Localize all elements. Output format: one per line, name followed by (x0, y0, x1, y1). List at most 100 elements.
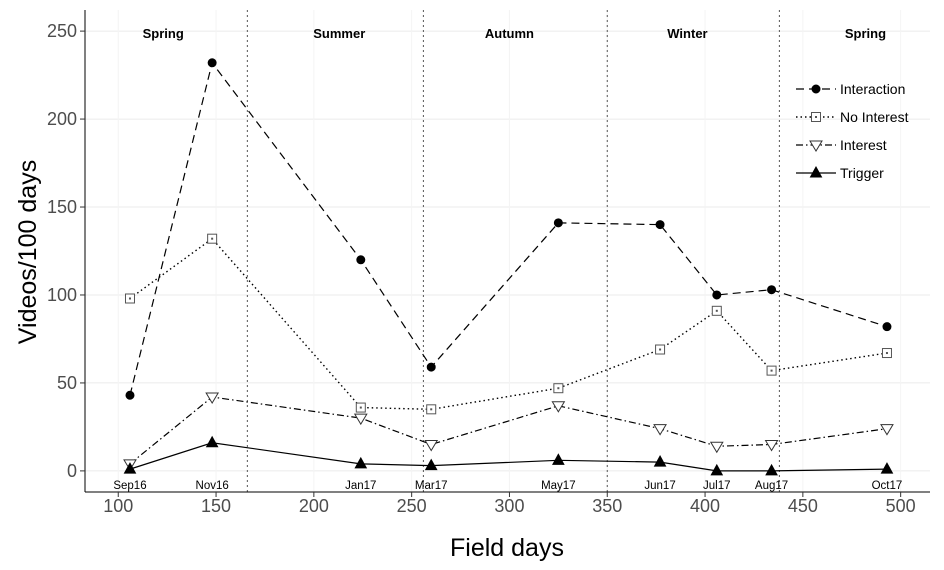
season-boundaries (246, 10, 780, 492)
square-center-dot (557, 387, 560, 390)
season-label: Spring (845, 26, 886, 41)
x-tick-label: 250 (397, 496, 427, 516)
data-point-interest (709, 441, 724, 454)
point-label: Jul17 (703, 480, 731, 492)
x-tick-label: 150 (201, 496, 231, 516)
data-point-interaction (426, 362, 436, 372)
point-label: Aug17 (755, 480, 788, 492)
data-point-interest (653, 424, 667, 436)
series-no-interest (124, 233, 892, 415)
data-point-trigger (552, 453, 565, 465)
data-point-interaction (655, 220, 665, 230)
square-center-dot (430, 408, 433, 411)
y-axis-title: Videos/100 days (14, 160, 42, 344)
point-label: Nov16 (196, 480, 229, 492)
data-point-trigger (880, 462, 894, 474)
series-line-interest (129, 396, 888, 465)
series-line-interaction (129, 61, 888, 396)
data-point-no-interest (355, 402, 366, 413)
square-center-dot (715, 309, 718, 312)
data-point-interest (764, 440, 779, 452)
data-point-no-interest (881, 348, 892, 359)
data-point-interaction (356, 255, 366, 265)
legend-item-interest: Interest (796, 137, 887, 153)
season-label: Autumn (485, 26, 534, 41)
square-center-dot (359, 406, 362, 409)
x-tick-label: 500 (886, 496, 916, 516)
data-point-interest (424, 440, 439, 452)
y-tick-label: 50 (57, 373, 77, 393)
legend: Interaction No Interest Interest Trigger (796, 81, 909, 181)
data-point-trigger (424, 458, 438, 471)
x-tick-label: 400 (690, 496, 720, 516)
point-label: Jun17 (644, 480, 675, 492)
y-tick-label: 200 (47, 109, 77, 129)
x-tick-label: 100 (103, 496, 133, 516)
data-point-interest (205, 392, 220, 404)
x-tick-label: 450 (788, 496, 818, 516)
data-point-no-interest (426, 404, 437, 415)
series-trigger (123, 435, 894, 476)
axes (84, 10, 930, 493)
x-tick-label: 200 (299, 496, 329, 516)
data-point-no-interest (553, 383, 564, 394)
point-label: May17 (541, 480, 576, 492)
series-interaction (125, 58, 892, 400)
legend-label-no-interest: No Interest (840, 109, 909, 125)
data-point-trigger (765, 463, 778, 476)
data-point-no-interest (655, 344, 666, 355)
data-point-interest (353, 413, 368, 426)
square-center-dot (770, 369, 773, 372)
data-point-interest (880, 424, 894, 436)
y-tick-label: 100 (47, 285, 77, 305)
legend-item-no-interest: No Interest (796, 109, 909, 125)
point-label: Mar17 (415, 480, 448, 492)
data-point-interaction (207, 58, 217, 68)
point-label: Jan17 (345, 480, 376, 492)
y-tick-label: 0 (67, 461, 77, 481)
legend-marker-interest (809, 140, 823, 152)
legend-marker-no-interest (811, 112, 821, 122)
season-labels: Spring Summer Autumn Winter Spring (143, 26, 886, 41)
data-point-trigger (653, 455, 667, 467)
data-point-interest (551, 401, 566, 413)
point-label: Oct17 (872, 480, 903, 492)
data-point-no-interest (124, 293, 135, 304)
square-center-dot (885, 352, 888, 355)
legend-item-trigger: Trigger (796, 165, 884, 181)
data-point-interaction (712, 290, 722, 300)
data-point-interaction (882, 322, 892, 332)
data-point-trigger (205, 435, 219, 448)
point-label: Sep16 (113, 480, 146, 492)
legend-label-interaction: Interaction (840, 81, 905, 97)
square-center-dot (211, 237, 214, 240)
y-tick-label: 250 (47, 21, 77, 41)
season-label: Summer (313, 26, 365, 41)
data-point-interaction (553, 218, 563, 228)
series-line-no-interest (129, 237, 888, 411)
x-tick-label: 300 (494, 496, 524, 516)
legend-label-interest: Interest (840, 137, 887, 153)
series-interest (123, 392, 894, 471)
season-label: Spring (143, 26, 184, 41)
legend-label-trigger: Trigger (840, 165, 884, 181)
data-point-interaction (767, 285, 777, 295)
x-tick-label: 350 (592, 496, 622, 516)
grid (85, 10, 930, 492)
square-center-dot (815, 116, 817, 118)
data-point-trigger (123, 462, 137, 474)
point-labels: Sep16 Nov16 Jan17 Mar17 May17 Jun17 Jul17 Aug17… (113, 480, 902, 492)
series-layer (123, 58, 894, 476)
y-ticks: 0 50 100 150 200 250 (47, 21, 85, 481)
data-point-no-interest (711, 305, 722, 316)
data-point-no-interest (207, 233, 218, 244)
legend-marker-trigger (809, 165, 823, 178)
legend-item-interaction: Interaction (796, 81, 905, 97)
data-point-no-interest (766, 365, 777, 376)
data-point-trigger (710, 463, 724, 476)
x-axis-title: Field days (450, 534, 564, 562)
season-label: Winter (667, 26, 707, 41)
legend-marker-interaction (811, 84, 821, 94)
x-ticks: 100 150 200 250 300 350 400 450 500 (103, 492, 916, 516)
